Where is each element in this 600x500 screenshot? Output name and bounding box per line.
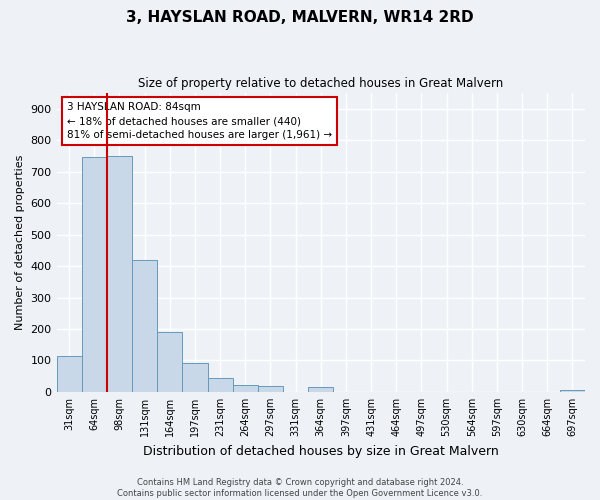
Bar — [208, 378, 233, 392]
Y-axis label: Number of detached properties: Number of detached properties — [15, 155, 25, 330]
Text: 3, HAYSLAN ROAD, MALVERN, WR14 2RD: 3, HAYSLAN ROAD, MALVERN, WR14 2RD — [126, 10, 474, 25]
Bar — [56, 356, 82, 392]
Bar — [258, 386, 283, 392]
Bar — [132, 260, 157, 392]
Title: Size of property relative to detached houses in Great Malvern: Size of property relative to detached ho… — [138, 78, 503, 90]
Bar — [157, 332, 182, 392]
Text: 3 HAYSLAN ROAD: 84sqm
← 18% of detached houses are smaller (440)
81% of semi-det: 3 HAYSLAN ROAD: 84sqm ← 18% of detached … — [67, 102, 332, 140]
Bar — [82, 156, 107, 392]
Bar — [308, 386, 334, 392]
X-axis label: Distribution of detached houses by size in Great Malvern: Distribution of detached houses by size … — [143, 444, 499, 458]
Bar — [560, 390, 585, 392]
Bar — [233, 385, 258, 392]
Bar — [107, 156, 132, 392]
Bar — [182, 362, 208, 392]
Text: Contains HM Land Registry data © Crown copyright and database right 2024.
Contai: Contains HM Land Registry data © Crown c… — [118, 478, 482, 498]
